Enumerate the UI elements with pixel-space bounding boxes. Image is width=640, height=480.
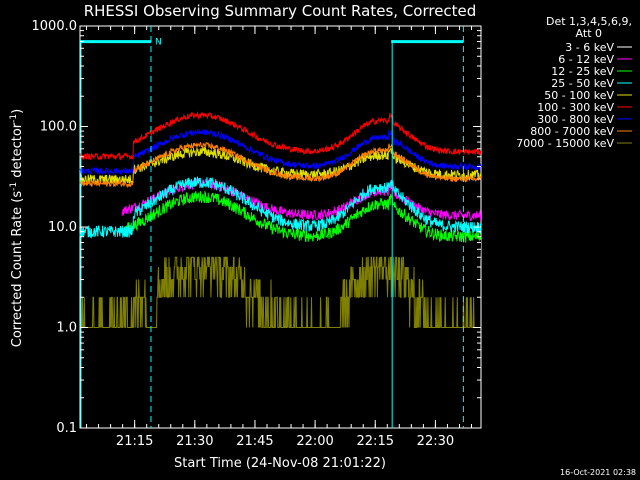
x-axis-label: Start Time (24-Nov-08 21:01:22) (174, 456, 386, 471)
x-tick-label-3: 22:00 (296, 434, 333, 449)
series-line-3 (79, 176, 482, 239)
series-line-7 (79, 141, 482, 189)
series-line-5 (79, 111, 482, 161)
y-axis: 1000.0 100.0 10.0 1.0 0.1 (32, 19, 481, 436)
legend-label-5: 100 - 300 keV (537, 101, 614, 114)
marker-layer: N (80, 26, 464, 428)
series-line-0 (121, 195, 482, 263)
legend-label-0: 3 - 6 keV (565, 41, 614, 54)
y-tick-label-0: 1000.0 (32, 19, 78, 34)
series-layer (79, 111, 482, 328)
legend-label-4: 50 - 100 keV (544, 89, 614, 102)
series-line-8 (80, 256, 481, 328)
x-tick-label-2: 21:45 (236, 434, 273, 449)
series-line-2 (121, 190, 482, 243)
legend-header-detectors: Det 1,3,4,5,6,9, (546, 15, 632, 28)
legend-header-attenuator: Att 0 (576, 27, 602, 40)
x-tick-label-5: 22:30 (417, 434, 454, 449)
x-axis: 21:15 21:30 21:45 22:00 22:15 22:30 (86, 26, 472, 449)
y-tick-label-4: 0.1 (56, 421, 77, 436)
legend-label-8: 7000 - 15000 keV (516, 137, 614, 150)
y-tick-label-2: 10.0 (48, 220, 77, 235)
legend-label-2: 12 - 25 keV (551, 65, 614, 78)
x-tick-label-4: 22:15 (357, 434, 394, 449)
chart-title: RHESSI Observing Summary Count Rates, Co… (84, 2, 477, 20)
x-tick-label-1: 21:30 (176, 434, 213, 449)
y-tick-label-3: 1.0 (56, 321, 77, 336)
legend-label-6: 300 - 800 keV (537, 113, 614, 126)
series-line-6 (79, 128, 482, 176)
legend-label-1: 6 - 12 keV (558, 53, 614, 66)
legend-label-3: 25 - 50 keV (551, 77, 614, 90)
footer-timestamp: 16-Oct-2021 02:38 (560, 468, 636, 477)
x-tick-label-0: 21:15 (116, 434, 153, 449)
y-axis-label: Corrected Count Rate (s-1 detector-1) (9, 109, 25, 347)
flag-label: N (155, 38, 162, 48)
legend-label-7: 800 - 7000 keV (530, 125, 614, 138)
y-tick-label-1: 100.0 (40, 120, 77, 135)
